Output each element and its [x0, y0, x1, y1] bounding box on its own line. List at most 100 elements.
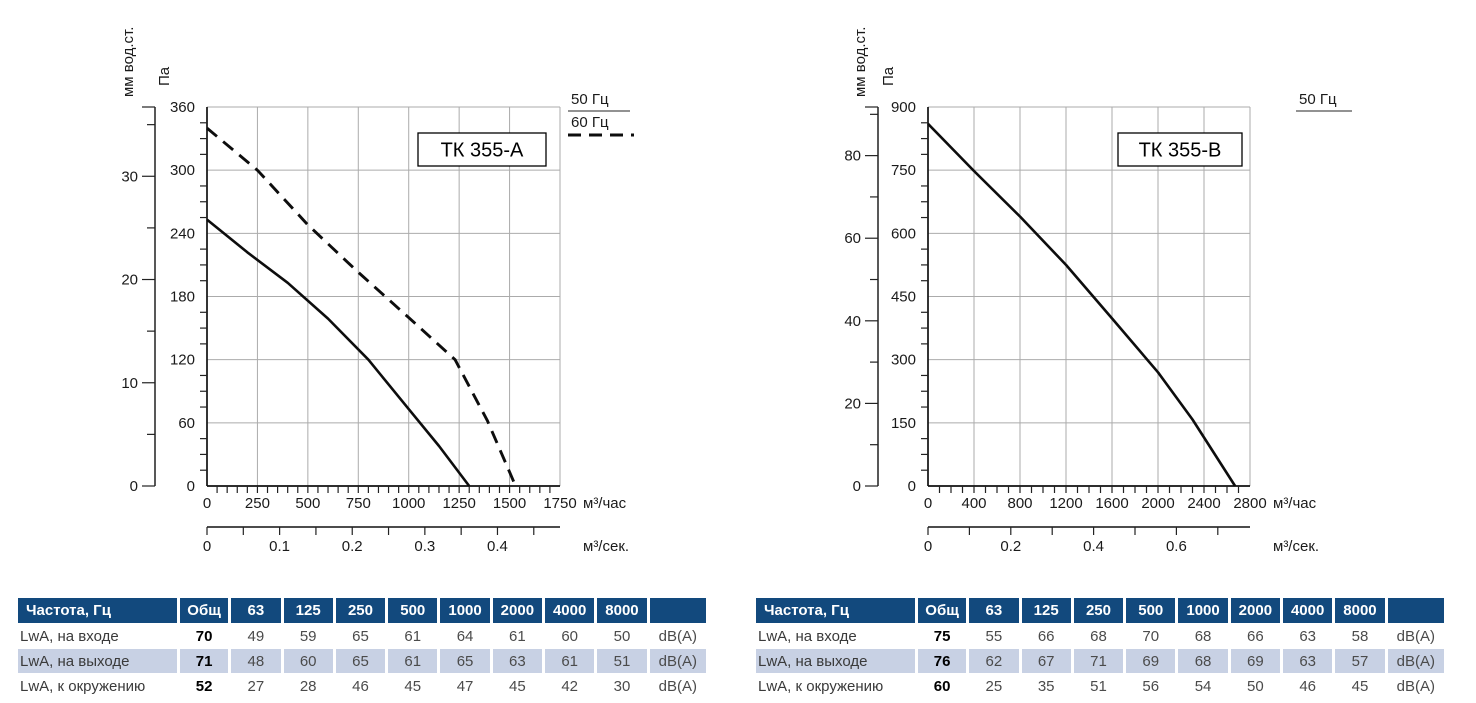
unit-label: dB(A) [649, 649, 706, 673]
x-tick-label: 1200 [1049, 495, 1082, 512]
x2-tick-label: 0.2 [342, 538, 363, 555]
y2-axis-title: мм вод.ст. [120, 27, 137, 97]
model-title: ТК 355-А [441, 140, 524, 162]
x-tick-label: 2400 [1187, 495, 1220, 512]
octave-noise-table: Частота, Гц Общ 63 125 250 500 1000 2000 4000 800… [15, 597, 709, 699]
band-level: 45 [509, 677, 526, 695]
band-level: 61 [545, 649, 595, 673]
x-tick-label: 0 [203, 495, 211, 512]
band-level: 63 [1283, 649, 1333, 673]
header-frequency: Частота, Гц [756, 598, 915, 623]
y-tick-label: 0 [908, 478, 916, 495]
band-level: 54 [1194, 677, 1212, 695]
band-level: 28 [299, 677, 317, 695]
y2-tick-label: 20 [121, 272, 138, 289]
y2-tick-label: 30 [121, 168, 138, 185]
header-band-63: 63 [969, 598, 1019, 623]
legend-label: 50 Гц [571, 91, 609, 108]
x-tick-label: 750 [346, 495, 371, 512]
y-tick-label: 300 [170, 162, 195, 179]
band-level: 67 [1021, 649, 1071, 673]
band-level: 57 [1335, 649, 1385, 673]
total-level: 70 [195, 627, 213, 645]
band-level: 46 [352, 677, 369, 695]
y-tick-label: 600 [891, 225, 916, 242]
x2-tick-label: 0.3 [414, 538, 435, 555]
y2-tick-label: 0 [853, 478, 861, 495]
band-level: 70 [1142, 627, 1160, 645]
header-frequency: Частота, Гц [18, 598, 177, 623]
y-tick-label: 900 [891, 99, 916, 116]
row-label: LwA, на входе [20, 627, 119, 645]
y2-tick-label: 20 [844, 395, 861, 412]
x2-tick-label: 0 [924, 538, 932, 555]
header-band-1000: 1000 [440, 598, 490, 623]
band-level: 63 [1299, 627, 1316, 645]
band-level: 60 [561, 627, 578, 645]
noise-table-tk355b: Частота, Гц Общ 63 125 250 500 1000 2000 4000 800… [753, 597, 1447, 699]
y-axis-title: Па [880, 66, 897, 86]
header-band-8000: 8000 [1335, 598, 1385, 623]
header-band-63: 63 [231, 598, 281, 623]
header-unit [649, 598, 706, 623]
band-level: 27 [247, 677, 265, 695]
row-label: LwA, на выходе [18, 649, 177, 673]
band-level: 60 [283, 649, 333, 673]
band-level: 63 [492, 649, 543, 673]
header-unit [1387, 598, 1444, 623]
band-level: 66 [1037, 627, 1055, 645]
total-level: 52 [195, 677, 213, 695]
header-band-Общ: Общ [917, 598, 967, 623]
fan-curve-50hz [927, 122, 1237, 487]
band-level: 51 [597, 649, 647, 673]
y-tick-label: 240 [170, 225, 195, 242]
band-level: 45 [1351, 677, 1369, 695]
noise-row: LwA, на выходе 71 48 60 65 61 65 63 61 51 dB(A) [18, 649, 706, 673]
legend-label: 50 Гц [1299, 91, 1337, 108]
band-level: 56 [1142, 677, 1160, 695]
y-axis-title: Па [156, 66, 173, 86]
y-tick-label: 450 [891, 289, 916, 306]
band-level: 68 [1194, 627, 1212, 645]
noise-row: LwA, к окружению 60 25 35 51 56 54 50 46 45 dB(A) [756, 674, 1444, 698]
y2-tick-label: 10 [121, 375, 138, 392]
header-band-1000: 1000 [1178, 598, 1228, 623]
band-level: 47 [456, 677, 474, 695]
header-band-500: 500 [1126, 598, 1176, 623]
header-band-125: 125 [1021, 598, 1071, 623]
x-tick-label: 1250 [442, 495, 475, 512]
band-level: 35 [1037, 677, 1055, 695]
x2-axis-unit: м³/сек. [583, 538, 629, 555]
band-level: 50 [613, 627, 631, 645]
x-axis-unit: м³/час [1273, 495, 1317, 512]
row-label: LwA, к окружению [758, 677, 884, 695]
unit-label: dB(A) [1387, 649, 1444, 673]
band-level: 65 [335, 649, 386, 673]
unit-label: dB(A) [1396, 627, 1435, 645]
band-level: 65 [440, 649, 490, 673]
total-level: 71 [179, 649, 229, 673]
band-level: 66 [1247, 627, 1264, 645]
x2-tick-label: 0 [203, 538, 211, 555]
band-level: 50 [1247, 677, 1264, 695]
band-level: 68 [1090, 627, 1107, 645]
x-tick-label: 1750 [543, 495, 576, 512]
y-tick-label: 0 [187, 478, 195, 495]
header-band-2000: 2000 [492, 598, 543, 623]
x2-tick-label: 0.4 [1083, 538, 1104, 555]
band-level: 64 [456, 627, 474, 645]
x2-tick-label: 0.4 [487, 538, 508, 555]
band-level: 62 [969, 649, 1019, 673]
band-level: 25 [985, 677, 1003, 695]
header-band-4000: 4000 [545, 598, 595, 623]
header-band-250: 250 [335, 598, 386, 623]
band-level: 48 [231, 649, 281, 673]
band-level: 46 [1299, 677, 1316, 695]
total-level: 76 [917, 649, 967, 673]
y2-axis-title: мм вод.ст. [852, 27, 869, 97]
noise-row: LwA, на входе 70 49 59 65 61 64 61 60 50 dB(A) [18, 624, 706, 648]
x-tick-label: 400 [961, 495, 986, 512]
row-label: LwA, к окружению [20, 677, 146, 695]
header-band-8000: 8000 [597, 598, 647, 623]
